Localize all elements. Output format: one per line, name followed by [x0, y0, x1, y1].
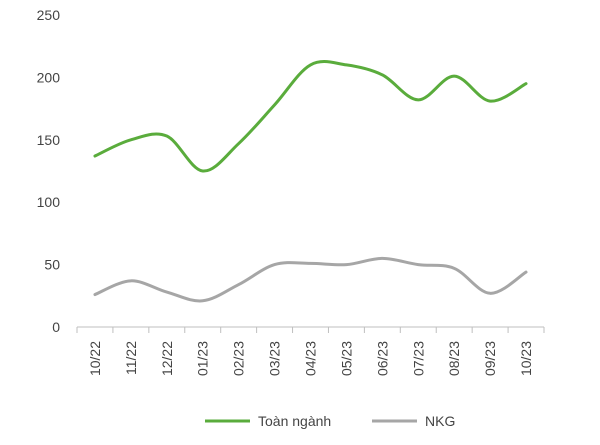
- x-axis: 10/22 11/22 12/22 01/23 02/23 03/23 04/23 05/23…: [76, 326, 545, 376]
- y-tick-label: 50: [44, 257, 60, 273]
- x-tick-label: 06/23: [374, 341, 390, 376]
- x-tick-label: 11/22: [123, 341, 139, 375]
- x-tick-label: 12/22: [159, 341, 175, 376]
- x-tick-label: 07/23: [410, 341, 426, 376]
- y-tick-label: 250: [37, 7, 61, 23]
- y-tick-label: 150: [37, 132, 61, 148]
- x-tick-label: 10/23: [518, 341, 534, 376]
- x-tick-label: 08/23: [446, 341, 462, 376]
- legend: Toàn ngành NKG: [205, 413, 455, 429]
- x-tick-label: 10/22: [87, 341, 103, 376]
- y-axis-ticks: 0 50 100 150 200 250: [37, 7, 61, 335]
- series-line-toan-nganh: [93, 60, 528, 173]
- x-tick-label: 09/23: [482, 341, 498, 376]
- legend-label: Toàn ngành: [258, 413, 331, 429]
- series-lines: [93, 60, 528, 303]
- legend-label: NKG: [425, 413, 455, 429]
- x-tick-label: 01/23: [195, 341, 211, 376]
- x-tick-label: 04/23: [303, 341, 319, 376]
- x-tick-label: 02/23: [231, 341, 247, 376]
- y-tick-label: 100: [37, 194, 61, 210]
- y-tick-label: 200: [37, 69, 61, 85]
- y-tick-label: 0: [52, 319, 60, 335]
- x-tick-label: 05/23: [338, 341, 354, 376]
- x-tick-label: 03/23: [267, 341, 283, 376]
- series-line-nkg: [93, 256, 528, 303]
